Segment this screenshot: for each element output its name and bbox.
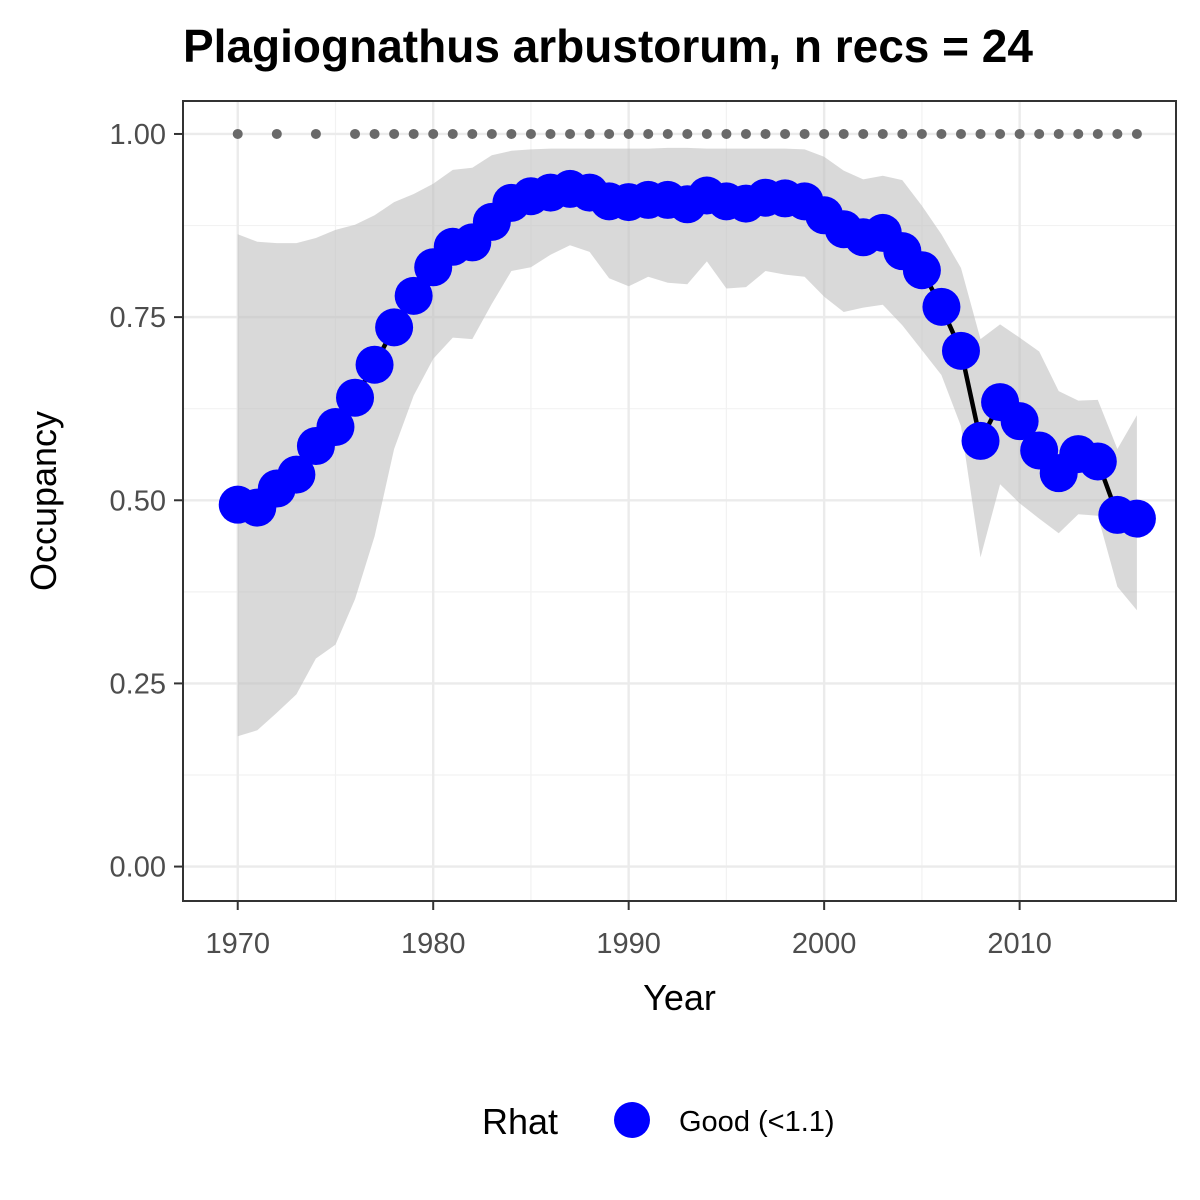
record-dot xyxy=(760,128,771,139)
x-tick-label: 2010 xyxy=(987,928,1052,960)
record-dot xyxy=(819,128,830,139)
record-dot xyxy=(506,128,517,139)
record-dot xyxy=(643,128,654,139)
occupancy-points-layer xyxy=(218,169,1156,538)
record-dot xyxy=(447,128,458,139)
record-dot xyxy=(271,128,282,139)
record-dot xyxy=(897,128,908,139)
y-tick-label: 0.25 xyxy=(110,668,166,700)
y-tick-label: 1.00 xyxy=(110,119,166,151)
occupancy-point xyxy=(375,308,414,347)
record-dot xyxy=(682,128,693,139)
chart-title: Plagiognathus arbustorum, n recs = 24 xyxy=(183,20,1033,72)
occupancy-point xyxy=(922,287,961,326)
record-dot xyxy=(936,128,947,139)
legend: Rhat Good (<1.1) xyxy=(482,1101,835,1142)
record-dot xyxy=(799,128,810,139)
occupancy-point xyxy=(394,276,433,315)
record-dot xyxy=(545,128,556,139)
y-axis-title: Occupancy xyxy=(23,411,64,591)
record-dot xyxy=(955,128,966,139)
record-dot xyxy=(428,128,439,139)
legend-title: Rhat xyxy=(482,1101,558,1142)
record-dot xyxy=(525,128,536,139)
record-dot xyxy=(877,128,888,139)
occupancy-point xyxy=(961,421,1000,460)
record-dot xyxy=(369,128,380,139)
record-dot xyxy=(721,128,732,139)
x-axis-title: Year xyxy=(643,977,716,1018)
occupancy-point xyxy=(355,345,394,384)
x-tick-label: 1970 xyxy=(205,928,270,960)
record-dot xyxy=(858,128,869,139)
legend-label-good: Good (<1.1) xyxy=(679,1106,835,1138)
record-dot xyxy=(780,128,791,139)
record-dot xyxy=(740,128,751,139)
record-dot xyxy=(623,128,634,139)
record-dot xyxy=(1014,128,1025,139)
x-tick-label: 1990 xyxy=(596,928,661,960)
y-tick-label: 0.75 xyxy=(110,302,166,334)
record-dot xyxy=(584,128,595,139)
x-tick-label: 2000 xyxy=(792,928,857,960)
occupancy-point xyxy=(1000,402,1039,441)
record-dot xyxy=(1092,128,1103,139)
x-tick-label: 1980 xyxy=(401,928,466,960)
record-dot xyxy=(467,128,478,139)
y-tick-label: 0.00 xyxy=(110,852,166,884)
occupancy-point xyxy=(336,378,375,417)
y-axis: 0.00 0.25 0.50 0.75 1.00 xyxy=(110,119,183,884)
confidence-ribbon-layer xyxy=(237,147,1137,737)
occupancy-point xyxy=(1117,499,1156,538)
record-dot xyxy=(1112,128,1123,139)
record-dot xyxy=(565,128,576,139)
occupancy-point xyxy=(902,251,941,290)
occupancy-point xyxy=(941,331,980,370)
occupancy-point xyxy=(1078,442,1117,481)
record-dot xyxy=(1053,128,1064,139)
record-dot xyxy=(310,128,321,139)
record-dot xyxy=(916,128,927,139)
record-dot xyxy=(662,128,673,139)
record-dot xyxy=(995,128,1006,139)
record-dot xyxy=(1073,128,1084,139)
record-dot xyxy=(408,128,419,139)
occupancy-point xyxy=(277,455,316,494)
y-tick-label: 0.50 xyxy=(110,485,166,517)
record-dot xyxy=(486,128,497,139)
record-dot xyxy=(838,128,849,139)
record-dot xyxy=(975,128,986,139)
record-dot xyxy=(1034,128,1045,139)
x-axis: 1970 1980 1990 2000 2010 xyxy=(205,901,1052,960)
record-dot xyxy=(389,128,400,139)
record-dot xyxy=(604,128,615,139)
record-dot xyxy=(232,128,243,139)
record-dot xyxy=(350,128,361,139)
confidence-ribbon xyxy=(237,147,1137,737)
record-dot xyxy=(701,128,712,139)
occupancy-point xyxy=(316,408,355,447)
record-dots-layer xyxy=(232,128,1142,139)
record-dot xyxy=(1131,128,1142,139)
legend-key-good xyxy=(614,1102,650,1138)
